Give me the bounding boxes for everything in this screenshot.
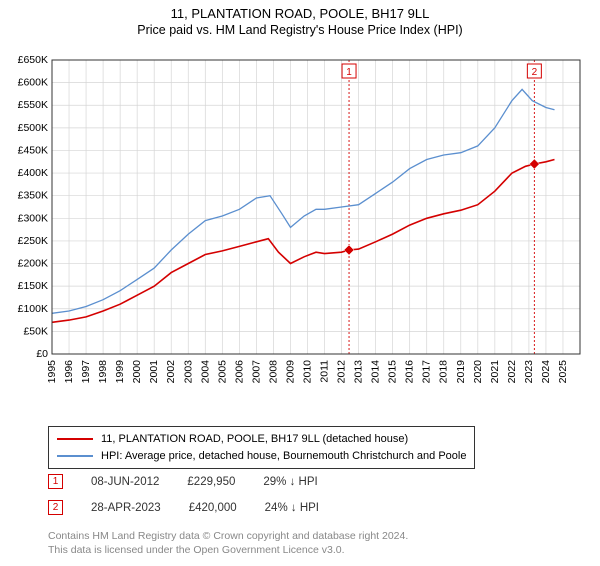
footnote-line-2: This data is licensed under the Open Gov… (48, 544, 408, 558)
svg-text:2009: 2009 (284, 360, 296, 384)
svg-text:2016: 2016 (404, 360, 416, 384)
sale-marker-1: 1 (48, 474, 63, 489)
svg-text:£50K: £50K (23, 325, 48, 337)
svg-text:£150K: £150K (18, 280, 48, 292)
svg-text:2017: 2017 (421, 360, 433, 384)
svg-text:2007: 2007 (250, 360, 262, 384)
svg-text:2001: 2001 (148, 360, 160, 384)
svg-text:2004: 2004 (199, 360, 211, 384)
legend-label-2: HPI: Average price, detached house, Bour… (101, 448, 466, 465)
svg-text:£550K: £550K (18, 99, 48, 111)
svg-text:1996: 1996 (63, 360, 75, 384)
legend-row-1: 11, PLANTATION ROAD, POOLE, BH17 9LL (de… (57, 431, 466, 448)
sale-row-1: 1 08-JUN-2012 £229,950 29% ↓ HPI (48, 474, 318, 489)
svg-text:2022: 2022 (506, 360, 518, 384)
svg-text:1995: 1995 (46, 360, 58, 384)
svg-text:£600K: £600K (18, 77, 48, 89)
svg-text:2015: 2015 (387, 360, 399, 384)
chart-container: 11, PLANTATION ROAD, POOLE, BH17 9LL Pri… (0, 6, 600, 566)
svg-text:£100K: £100K (18, 303, 48, 315)
sale-row-2: 2 28-APR-2023 £420,000 24% ↓ HPI (48, 500, 319, 515)
footnote-line-1: Contains HM Land Registry data © Crown c… (48, 530, 408, 544)
svg-text:£200K: £200K (18, 258, 48, 270)
sale-delta-2: 24% ↓ HPI (265, 502, 319, 514)
svg-text:£400K: £400K (18, 167, 48, 179)
svg-text:2020: 2020 (472, 360, 484, 384)
chart-subtitle: Price paid vs. HM Land Registry's House … (0, 23, 600, 37)
svg-text:2018: 2018 (438, 360, 450, 384)
svg-text:£300K: £300K (18, 212, 48, 224)
svg-text:£0: £0 (36, 348, 48, 360)
svg-text:£450K: £450K (18, 144, 48, 156)
svg-text:2019: 2019 (455, 360, 467, 384)
legend-row-2: HPI: Average price, detached house, Bour… (57, 448, 466, 465)
svg-text:2005: 2005 (216, 360, 228, 384)
footnote: Contains HM Land Registry data © Crown c… (48, 530, 408, 557)
svg-text:2021: 2021 (489, 360, 501, 384)
legend-swatch-price (57, 438, 93, 440)
svg-text:2003: 2003 (182, 360, 194, 384)
svg-text:2012: 2012 (336, 360, 348, 384)
svg-text:1999: 1999 (114, 360, 126, 384)
sale-delta-1: 29% ↓ HPI (263, 476, 317, 488)
svg-text:2006: 2006 (233, 360, 245, 384)
chart-title: 11, PLANTATION ROAD, POOLE, BH17 9LL (0, 6, 600, 21)
svg-text:1997: 1997 (80, 360, 92, 384)
svg-text:£650K: £650K (18, 54, 48, 66)
svg-text:2024: 2024 (540, 360, 552, 384)
sale-marker-2: 2 (48, 500, 63, 515)
legend-swatch-hpi (57, 455, 93, 457)
svg-text:2010: 2010 (301, 360, 313, 384)
svg-text:1: 1 (346, 67, 352, 78)
chart-area: £0 £50K £100K £150K £200K £250K £300K £350K £400… (10, 54, 590, 414)
svg-text:2000: 2000 (131, 360, 143, 384)
chart-svg: £0 £50K £100K £150K £200K £250K £300K £350K £400… (10, 54, 590, 414)
svg-text:£350K: £350K (18, 190, 48, 202)
svg-text:£250K: £250K (18, 235, 48, 247)
svg-text:2002: 2002 (165, 360, 177, 384)
sale-date-1: 08-JUN-2012 (91, 476, 159, 488)
sale-price-1: £229,950 (187, 476, 235, 488)
svg-text:2: 2 (532, 67, 538, 78)
sale-price-2: £420,000 (189, 502, 237, 514)
svg-text:2014: 2014 (370, 360, 382, 384)
legend-label-1: 11, PLANTATION ROAD, POOLE, BH17 9LL (de… (101, 431, 408, 448)
svg-text:1998: 1998 (97, 360, 109, 384)
svg-text:£500K: £500K (18, 122, 48, 134)
svg-text:2008: 2008 (267, 360, 279, 384)
svg-text:2011: 2011 (319, 360, 331, 383)
legend-box: 11, PLANTATION ROAD, POOLE, BH17 9LL (de… (48, 426, 475, 469)
sale-date-2: 28-APR-2023 (91, 502, 161, 514)
svg-text:2025: 2025 (557, 360, 569, 384)
svg-text:2023: 2023 (523, 360, 535, 384)
svg-text:2013: 2013 (353, 360, 365, 384)
